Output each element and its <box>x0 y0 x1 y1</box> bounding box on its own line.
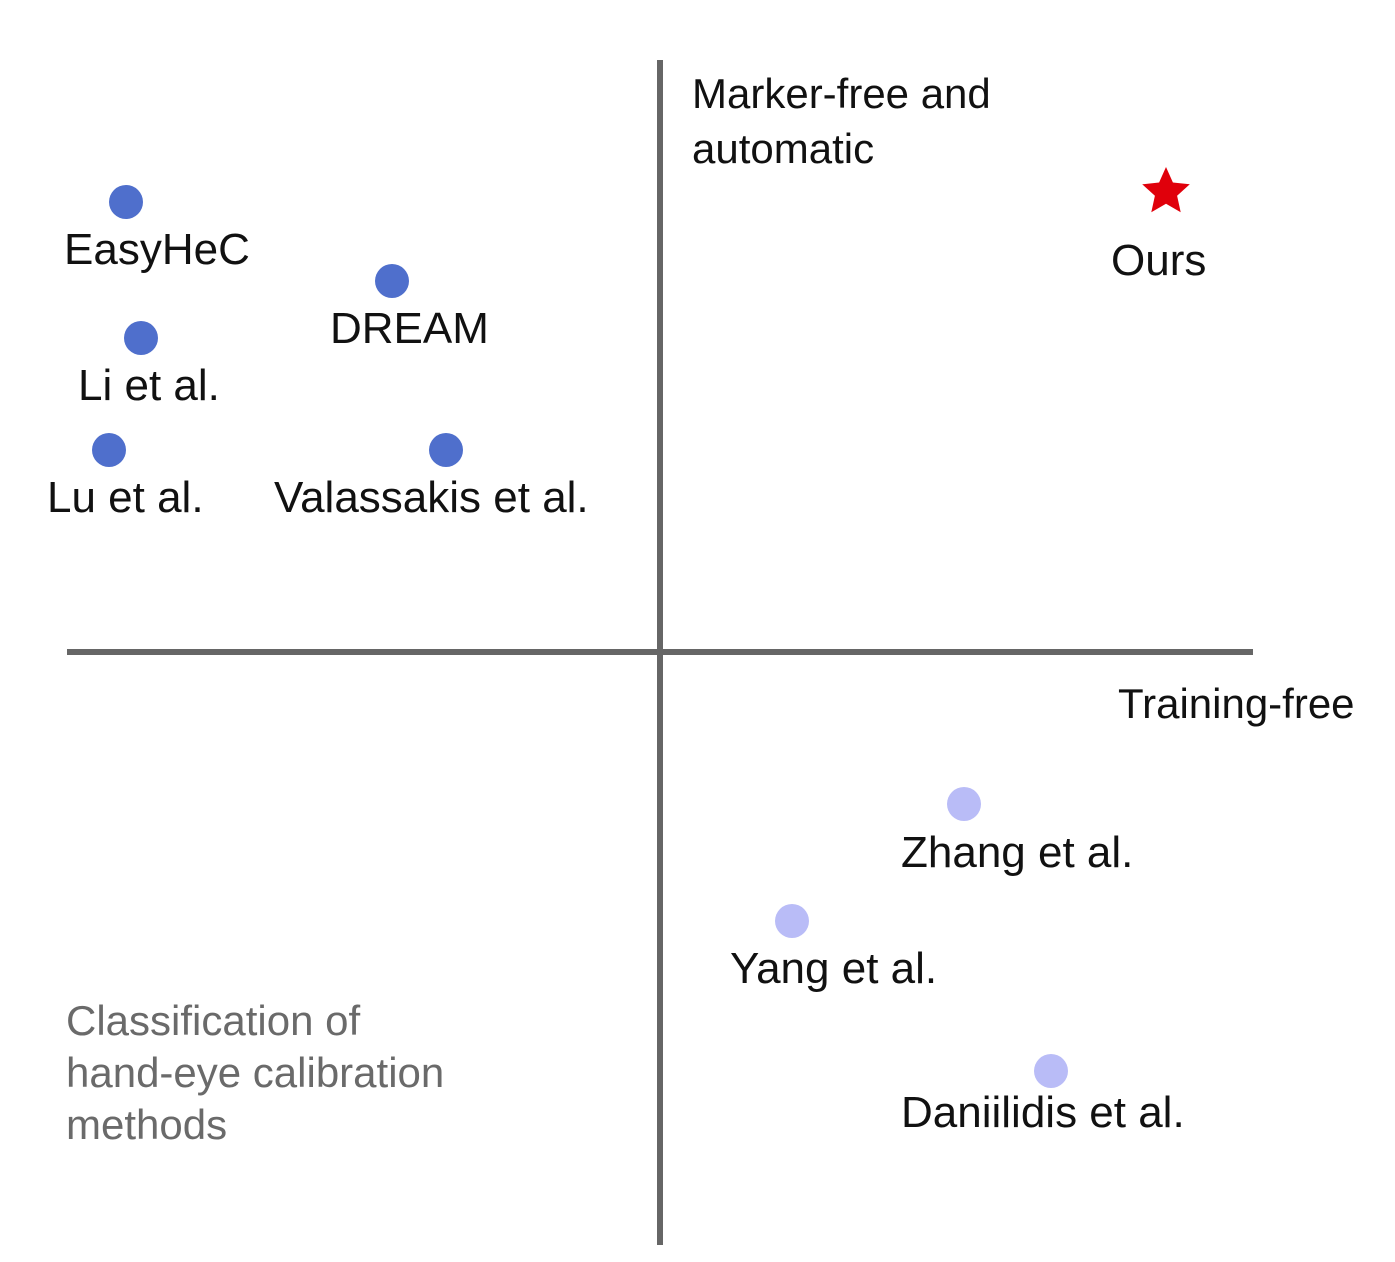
point-marker-dream <box>375 264 409 298</box>
point-marker-easyhec <box>109 185 143 219</box>
vertical-axis-label-line-2: automatic <box>692 125 874 172</box>
vertical-axis-label-line-1: Marker-free and <box>692 70 991 117</box>
point-label-easyhec: EasyHeC <box>64 225 250 274</box>
point-label-valassakis: Valassakis et al. <box>274 473 589 522</box>
point-marker-yang <box>775 904 809 938</box>
point-marker-li <box>124 321 158 355</box>
vertical-axis-label: Marker-free and automatic <box>692 70 1002 172</box>
diagram-caption: Classification of hand-eye calibration m… <box>66 997 456 1148</box>
point-marker-lu <box>92 433 126 467</box>
caption-line-1: Classification of <box>66 997 360 1044</box>
point-marker-valassakis <box>429 433 463 467</box>
caption-line-3: methods <box>66 1101 227 1148</box>
point-marker-zhang <box>947 787 981 821</box>
star-icon <box>1142 167 1190 213</box>
horizontal-axis-label: Training-free <box>1118 680 1355 727</box>
point-label-yang: Yang et al. <box>730 944 937 993</box>
point-label-zhang: Zhang et al. <box>901 828 1133 877</box>
point-label-ours: Ours <box>1111 236 1206 285</box>
point-label-daniilidis: Daniilidis et al. <box>901 1088 1185 1137</box>
point-marker-daniilidis <box>1034 1054 1068 1088</box>
point-label-lu: Lu et al. <box>47 473 204 522</box>
point-label-dream: DREAM <box>330 304 489 353</box>
caption-line-2: hand-eye calibration <box>66 1049 444 1096</box>
point-label-li: Li et al. <box>78 361 220 410</box>
